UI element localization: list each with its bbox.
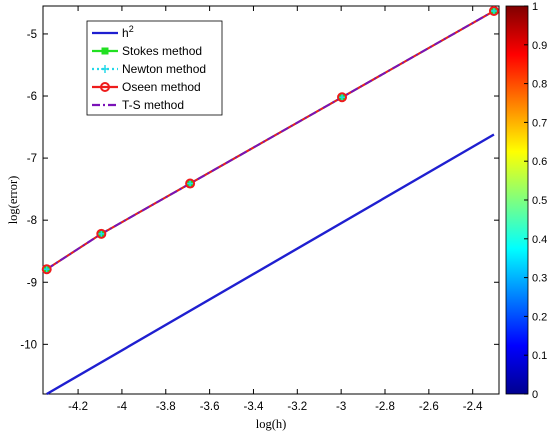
series-point: [489, 6, 498, 15]
legend-label-superscript: 2: [129, 24, 134, 34]
colorbar: 0 0.1 0.2 0.3 0.4 0.5 0.6 0.7 0.8 0.9 1: [505, 1, 547, 401]
series-line: [46, 133, 495, 396]
legend-label: Stokes method: [122, 44, 202, 58]
y-axis-ticks: -10 -9 -8 -7 -6 -5: [20, 29, 499, 351]
series-point: [100, 82, 110, 92]
y-tick-label: -7: [27, 153, 37, 165]
x-tick-label: -2.6: [419, 401, 439, 413]
x-tick-label: -3.2: [287, 401, 307, 413]
colorbar-tick-label: 1: [532, 1, 538, 13]
y-tick-label: -6: [27, 91, 37, 103]
legend-item: Oseen method: [92, 80, 201, 94]
y-tick-label: -8: [27, 215, 37, 227]
x-tick-label: -4: [117, 401, 128, 413]
colorbar-tick-label: 0.9: [532, 40, 547, 52]
legend: h2 Stokes method Newton method Oseen method…: [86, 20, 223, 116]
series-point: [185, 178, 196, 189]
x-tick-label: -4.2: [68, 401, 88, 413]
series-point: [97, 229, 106, 238]
x-axis-ticks: -4.2 -4 -3.8 -3.6 -3.4 -3.2 -3 -2.8 -2.6 -2.4: [68, 6, 483, 413]
legend-item: Stokes method: [92, 44, 202, 58]
x-tick-label: -2.4: [463, 401, 483, 413]
series-point: [96, 228, 107, 239]
legend-label: T-S method: [122, 98, 184, 112]
legend-label: Oseen method: [122, 80, 201, 94]
legend-label: Newton method: [122, 62, 206, 76]
series-point: [41, 264, 52, 275]
colorbar-tick-label: 0.8: [532, 79, 547, 91]
colorbar-tick-label: 0.6: [532, 156, 547, 168]
x-axis-label: log(h): [256, 417, 287, 431]
legend-items: h2 Stokes method Newton method Oseen method…: [92, 24, 206, 112]
legend-item: h2: [92, 24, 134, 40]
colorbar-tick-label: 0.2: [532, 311, 547, 323]
x-tick-label: -3.8: [156, 401, 176, 413]
x-tick-label: -2.8: [375, 401, 395, 413]
series-point: [101, 65, 109, 73]
colorbar-tick-label: 0.3: [532, 273, 547, 285]
legend-item: Newton method: [92, 62, 206, 76]
colorbar-tick-label: 0.4: [532, 234, 547, 246]
marker-layer: [41, 5, 499, 275]
y-tick-label: -9: [27, 277, 37, 289]
series-point: [42, 265, 51, 274]
series-point: [337, 92, 348, 103]
colorbar-tick-label: 0.5: [532, 195, 547, 207]
colorbar-tick-label: 0.7: [532, 117, 547, 129]
colorbar-ticks: 0 0.1 0.2 0.3 0.4 0.5 0.6 0.7 0.8 0.9 1: [524, 1, 547, 401]
series-point: [186, 179, 195, 188]
legend-box: [86, 20, 223, 116]
x-tick-label: -3.4: [244, 401, 264, 413]
series-point: [101, 47, 109, 55]
colorbar-tick-label: 0: [532, 389, 538, 401]
colorbar-tick-label: 0.1: [532, 350, 547, 362]
series-point: [488, 5, 499, 16]
legend-label: h2: [122, 24, 134, 40]
y-tick-label: -5: [27, 29, 37, 41]
series-point: [338, 93, 347, 102]
legend-item: T-S method: [92, 98, 184, 112]
x-tick-label: -3.6: [200, 401, 220, 413]
x-tick-label: -3: [336, 401, 346, 413]
y-tick-label: -10: [20, 339, 37, 351]
y-axis-label: log(error): [6, 176, 20, 225]
